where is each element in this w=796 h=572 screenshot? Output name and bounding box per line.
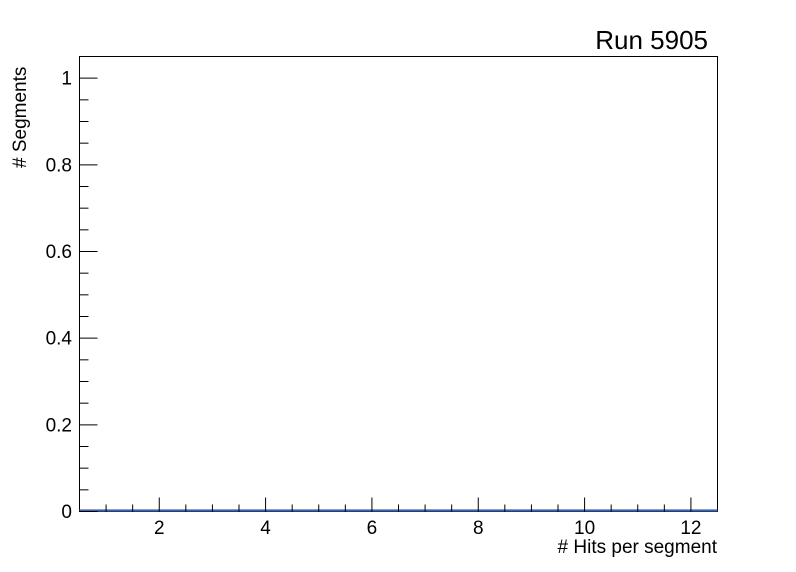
x-tick-label: 8: [473, 518, 484, 539]
y-tick-label: 0.4: [46, 329, 73, 350]
y-tick-label: 0: [61, 502, 72, 523]
x-tick-label: 6: [367, 518, 378, 539]
y-axis-major-ticks: 0 0.2 0.4 0.6 0.8 1: [46, 69, 98, 523]
x-axis-minor-ticks: [105, 504, 665, 512]
y-tick-label: 1: [61, 69, 72, 90]
x-tick-label: 4: [260, 518, 271, 539]
x-axis-title: # Hits per segment: [557, 537, 717, 558]
x-tick-label: 2: [154, 518, 165, 539]
x-tick-label: 10: [574, 518, 595, 539]
plot-frame: [79, 56, 718, 512]
y-tick-label: 0.8: [46, 155, 72, 176]
y-axis-minor-ticks: [79, 99, 89, 491]
x-axis-major-ticks: 2 4 6 8 10 12: [154, 497, 701, 539]
x-tick-label: 12: [680, 518, 701, 539]
y-tick-label: 0.2: [46, 415, 72, 436]
plot-title: Run 5905: [595, 25, 708, 55]
y-tick-label: 0.6: [46, 242, 72, 263]
